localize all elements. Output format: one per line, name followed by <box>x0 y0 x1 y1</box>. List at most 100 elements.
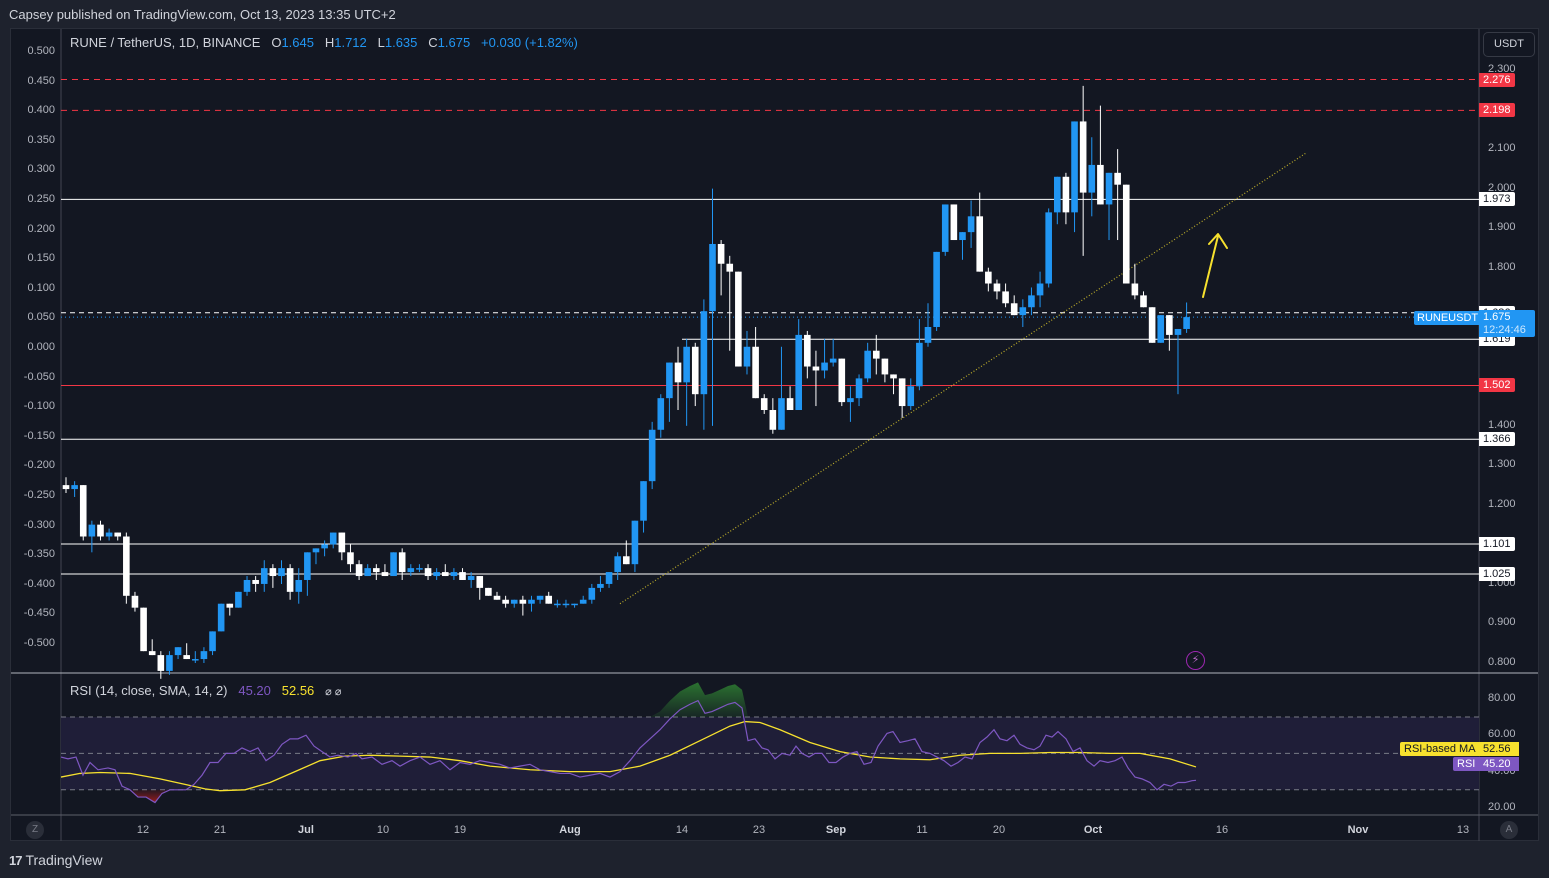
candle-body <box>123 536 130 596</box>
candle-body <box>433 572 440 577</box>
candle-body <box>847 398 854 403</box>
candle-body <box>183 655 190 660</box>
candle-body <box>795 334 802 411</box>
chart-frame[interactable] <box>10 28 1539 841</box>
time-axis-label: 19 <box>453 824 467 836</box>
rsi-ma-line <box>60 720 1197 792</box>
low-label: L <box>377 35 385 50</box>
candle-body <box>1079 121 1087 193</box>
current-price: 1.675 <box>1483 311 1511 323</box>
candle-body <box>657 398 665 430</box>
candle-body <box>1174 328 1182 335</box>
candle-body <box>459 572 466 580</box>
candle-body <box>726 263 734 272</box>
candle-body <box>62 485 70 490</box>
candle-body <box>79 485 87 537</box>
left-axis-tick: 0.150 <box>27 252 55 265</box>
price-level-tag: 1.502 <box>1479 378 1515 393</box>
price-level-tag: 1.101 <box>1479 537 1515 551</box>
candle-body <box>131 595 139 608</box>
candle-body <box>424 568 432 577</box>
rsi-axis-tick: 80.00 <box>1488 691 1516 704</box>
price-level-tag: 1.973 <box>1479 192 1515 207</box>
current-symbol-tag: RUNEUSDT <box>1414 311 1482 325</box>
candle-body <box>890 374 897 379</box>
candle-body <box>933 251 940 327</box>
candle-body <box>226 603 234 608</box>
candle-body <box>286 568 294 592</box>
candle-body <box>959 232 966 241</box>
rsi-tag-label: RSI <box>1453 757 1480 771</box>
time-axis-label: 11 <box>916 824 928 836</box>
time-axis-label: Nov <box>1347 824 1369 836</box>
lightning-icon[interactable]: ⚡ <box>1186 651 1205 670</box>
candle-body <box>88 524 96 537</box>
candle-body <box>829 358 837 363</box>
arrow-annotation-icon <box>1202 233 1228 298</box>
candle-body <box>441 572 449 577</box>
candle-body <box>148 651 156 656</box>
auto-scale-button[interactable]: A <box>1500 821 1518 839</box>
time-axis-label: 10 <box>376 824 390 836</box>
left-axis-tick: -0.300 <box>23 518 55 531</box>
left-axis-tick: -0.250 <box>23 489 55 501</box>
candle-body <box>864 350 871 379</box>
left-axis-tick: -0.100 <box>23 400 55 413</box>
left-axis-tick: -0.050 <box>23 370 55 383</box>
candle-body <box>416 568 423 570</box>
candle-body <box>691 346 699 395</box>
candle-body <box>1054 176 1061 213</box>
price-axis-tick: 1.900 <box>1488 221 1516 234</box>
left-axis-tick: 0.500 <box>27 45 55 57</box>
rsi-tag-value: 45.20 <box>1479 757 1519 771</box>
candle-body <box>562 603 570 606</box>
candle-body <box>778 398 785 430</box>
candle-body <box>950 204 958 241</box>
left-axis-tick: 0.250 <box>27 193 55 205</box>
left-axis-tick: -0.500 <box>23 637 55 649</box>
current-price-tag: 1.675 12:24:46 <box>1479 310 1535 337</box>
empty-set-icons: ⌀ ⌀ <box>325 686 342 698</box>
left-axis-tick: 0.450 <box>27 74 55 87</box>
candle-body <box>545 595 553 604</box>
candle-body <box>1088 164 1096 193</box>
time-axis-label: Oct <box>1083 824 1103 836</box>
rsi-axis-tick: 20.00 <box>1488 801 1516 813</box>
candle-body <box>985 271 992 284</box>
left-axis-tick: 0.000 <box>27 341 55 353</box>
symbol-title[interactable]: RUNE / TetherUS, 1D, BINANCE <box>70 35 261 50</box>
candle-body <box>209 631 216 652</box>
candle-body <box>1157 315 1165 343</box>
symbol-legend: RUNE / TetherUS, 1D, BINANCE O1.645 H1.7… <box>70 35 578 50</box>
candle-body <box>519 599 527 604</box>
candle-body <box>743 346 751 367</box>
candle-body <box>993 283 1001 292</box>
candle-body <box>700 311 708 395</box>
candle-body <box>536 595 544 600</box>
candle-body <box>1045 212 1052 284</box>
zoom-reset-button[interactable]: Z <box>26 821 44 839</box>
rsi-axis-tick: 60.00 <box>1488 728 1516 741</box>
time-axis-label: 14 <box>675 824 689 836</box>
price-axis-tick: 1.800 <box>1488 260 1516 273</box>
candle-body <box>510 599 518 604</box>
candle-body <box>364 568 371 577</box>
candle-body <box>485 587 492 596</box>
time-axis-label: 16 <box>1215 824 1229 836</box>
candle-body <box>528 599 535 604</box>
candle-body <box>217 603 225 632</box>
candle-body <box>967 216 975 233</box>
candle-body <box>1166 315 1173 335</box>
low-value: 1.635 <box>384 35 418 50</box>
tradingview-logo[interactable]: 17 TradingView <box>9 852 103 868</box>
time-axis-label: Sep <box>825 824 847 836</box>
candle-body <box>1002 291 1009 304</box>
bar-countdown: 12:24:46 <box>1483 324 1526 336</box>
candle-body <box>312 548 320 553</box>
rsi-title[interactable]: RSI (14, close, SMA, 14, 2) <box>70 683 228 698</box>
candle-body <box>1071 121 1078 213</box>
candle-body <box>1148 307 1156 343</box>
candle-body <box>605 572 613 584</box>
currency-button[interactable]: USDT <box>1483 32 1535 57</box>
